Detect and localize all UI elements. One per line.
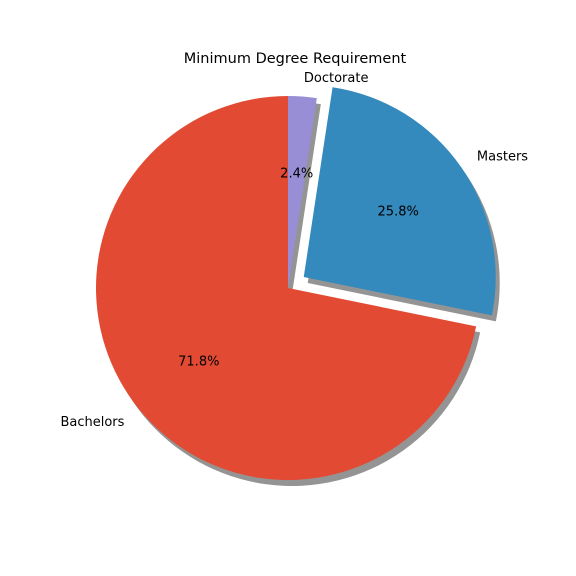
slice-label-masters: Masters	[477, 150, 528, 165]
slices	[95, 87, 496, 480]
slice-label-doctorate: Doctorate	[304, 71, 369, 86]
pct-label-doctorate: 2.4%	[280, 167, 313, 182]
pct-label-masters: 25.8%	[378, 205, 419, 220]
slice-masters	[303, 87, 496, 316]
slice-label-bachelors: Bachelors	[60, 415, 124, 430]
pct-label-bachelors: 71.8%	[178, 354, 219, 369]
slice-doctorate	[288, 96, 317, 288]
slice-labels: Bachelors 71.8% Masters 25.8% Doctorate 2.4%	[60, 71, 528, 430]
chart-title: Minimum Degree Requirement	[184, 51, 407, 67]
slice-bachelors	[95, 96, 477, 480]
